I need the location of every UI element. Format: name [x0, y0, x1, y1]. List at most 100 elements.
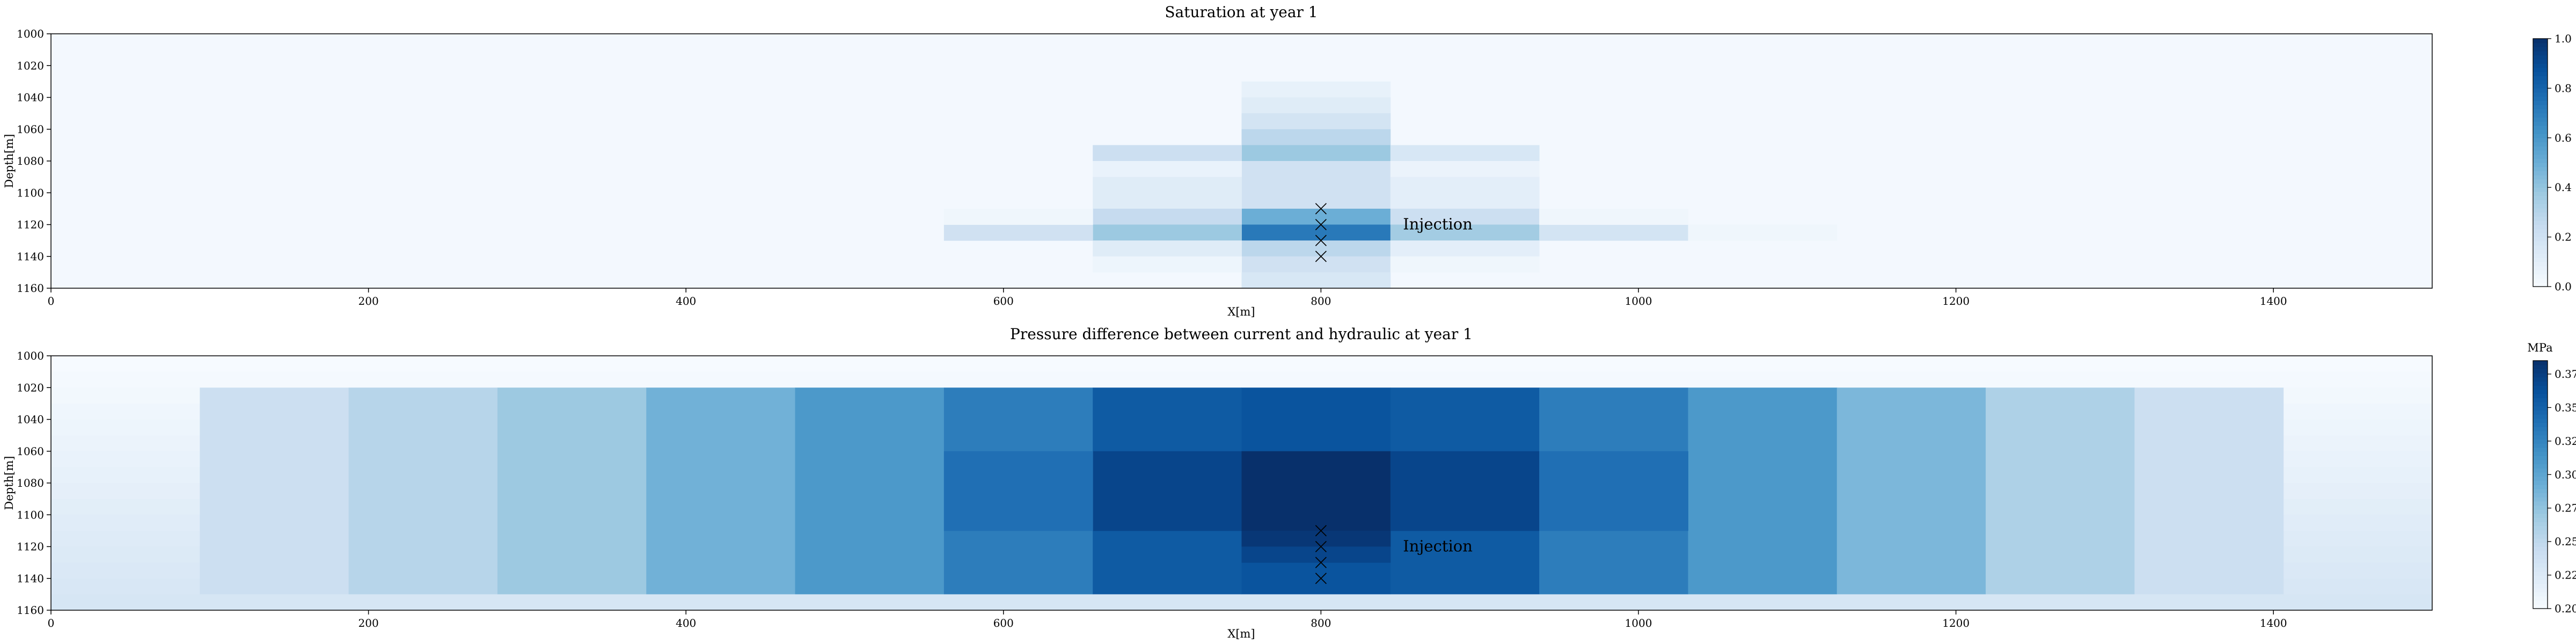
- colorbar-segment: [2533, 137, 2548, 143]
- colorbar-segment: [2533, 513, 2548, 518]
- colorbar-segment: [2533, 410, 2548, 415]
- heatmap-cell: [1241, 177, 1391, 193]
- colorbar-tick-label: 0.375: [2555, 368, 2576, 380]
- heatmap-cell: [1093, 240, 1242, 257]
- pressure-colorbar-unit: MPa: [2527, 341, 2552, 354]
- colorbar-segment: [2533, 76, 2548, 80]
- colorbar-segment: [2533, 55, 2548, 60]
- colorbar-segment: [2533, 171, 2548, 175]
- colorbar-segment: [2533, 84, 2548, 89]
- colorbar-segment: [2533, 253, 2548, 258]
- colorbar-tick-label: 0.200: [2555, 602, 2576, 615]
- heatmap-cell: [1093, 208, 1242, 225]
- y-tick-label: 1000: [17, 349, 44, 362]
- injection-marker: [1315, 525, 1327, 537]
- colorbar-segment: [2533, 125, 2548, 130]
- y-tick-label: 1060: [17, 445, 44, 458]
- pressure-x-label: X[m]: [1227, 627, 1255, 640]
- y-tick-label: 1080: [17, 155, 44, 167]
- colorbar-segment: [2533, 369, 2548, 374]
- heatmap-background-band: [51, 356, 2432, 372]
- colorbar-segment: [2533, 245, 2548, 250]
- heatmap-cell: [1093, 451, 1242, 531]
- saturation-title: Saturation at year 1: [1165, 3, 1318, 21]
- colorbar-segment: [2533, 447, 2548, 452]
- colorbar-segment: [2533, 381, 2548, 386]
- colorbar-segment: [2533, 575, 2548, 580]
- colorbar-segment: [2533, 96, 2548, 101]
- x-tick-label: 0: [48, 617, 55, 630]
- pressure-colorbar: 0.200 0.225 0.250 0.275 0.300 0.325 0.350 0.375: [2533, 360, 2576, 615]
- colorbar-tick-label: 0.2: [2555, 231, 2572, 244]
- heatmap-column: [348, 387, 498, 595]
- colorbar-segment: [2533, 80, 2548, 85]
- heatmap-cell: [1241, 530, 1391, 547]
- y-tick-label: 1120: [17, 218, 44, 231]
- colorbar-tick-label: 1.0: [2555, 32, 2572, 45]
- colorbar-segment: [2533, 600, 2548, 605]
- injection-marker: [1315, 203, 1327, 215]
- colorbar-segment: [2533, 456, 2548, 460]
- x-tick-label: 1400: [2260, 617, 2287, 630]
- y-tick-label: 1160: [17, 604, 44, 617]
- heatmap-cell: [943, 208, 1093, 225]
- colorbar-segment: [2533, 39, 2548, 43]
- colorbar-segment: [2533, 59, 2548, 64]
- colorbar-tick-label: 0.0: [2555, 280, 2572, 293]
- saturation-panel: Saturation at year 1 0 200 400 600 800 1000 12…: [3, 3, 2572, 318]
- heatmap-column: [646, 387, 796, 595]
- colorbar-segment: [2533, 208, 2548, 213]
- colorbar-segment: [2533, 142, 2548, 147]
- colorbar-tick-label: 0.225: [2555, 569, 2576, 582]
- colorbar-tick-label: 0.300: [2555, 468, 2576, 481]
- colorbar-segment: [2533, 146, 2548, 151]
- y-tick-label: 1060: [17, 123, 44, 136]
- heatmap-cell: [1241, 451, 1391, 531]
- colorbar-segment: [2533, 175, 2548, 180]
- saturation-x-ticks: 0 200 400 600 800 1000 1200 1400: [48, 288, 2287, 308]
- y-tick-label: 1020: [17, 381, 44, 394]
- heatmap-cell: [1390, 177, 1540, 193]
- heatmap-cell: [1093, 193, 1242, 209]
- heatmap-cell: [1241, 161, 1391, 178]
- heatmap-column: [497, 387, 647, 595]
- saturation-y-ticks: 1000 1020 1040 1060 1080 1100 1120 1140 1160: [17, 27, 51, 295]
- colorbar-segment: [2533, 113, 2548, 118]
- heatmap-cell: [1241, 240, 1391, 257]
- heatmap-column: [1688, 387, 1838, 595]
- colorbar-segment: [2533, 241, 2548, 246]
- colorbar-segment: [2533, 580, 2548, 584]
- colorbar-segment: [2533, 430, 2548, 436]
- heatmap-column: [1836, 387, 1986, 595]
- colorbar-segment: [2533, 567, 2548, 572]
- heatmap-column: [2134, 387, 2284, 595]
- colorbar-segment: [2533, 389, 2548, 394]
- heatmap-column: [1986, 387, 2135, 595]
- heatmap-cell: [1241, 224, 1391, 241]
- heatmap-cell: [1390, 161, 1540, 178]
- colorbar-segment: [2533, 559, 2548, 564]
- colorbar-segment: [2533, 530, 2548, 535]
- colorbar-segment: [2533, 505, 2548, 510]
- injection-marker: [1315, 573, 1327, 584]
- colorbar-segment: [2533, 485, 2548, 489]
- colorbar-segment: [2533, 468, 2548, 473]
- colorbar-segment: [2533, 220, 2548, 225]
- colorbar-segment: [2533, 212, 2548, 217]
- colorbar-segment: [2533, 121, 2548, 126]
- colorbar-segment: [2533, 588, 2548, 592]
- colorbar-segment: [2533, 571, 2548, 576]
- colorbar-segment: [2533, 488, 2548, 493]
- heatmap-cell: [1390, 193, 1540, 209]
- heatmap-cell: [1390, 208, 1540, 225]
- colorbar-segment: [2533, 117, 2548, 122]
- heatmap-cell: [1093, 145, 1242, 162]
- colorbar-segment: [2533, 237, 2548, 241]
- colorbar-segment: [2533, 451, 2548, 456]
- colorbar-segment: [2533, 422, 2548, 427]
- injection-marker: [1315, 557, 1327, 568]
- colorbar-segment: [2533, 100, 2548, 105]
- y-tick-label: 1100: [17, 186, 44, 199]
- heatmap-column: [795, 387, 945, 595]
- saturation-y-label: Depth[m]: [3, 134, 16, 188]
